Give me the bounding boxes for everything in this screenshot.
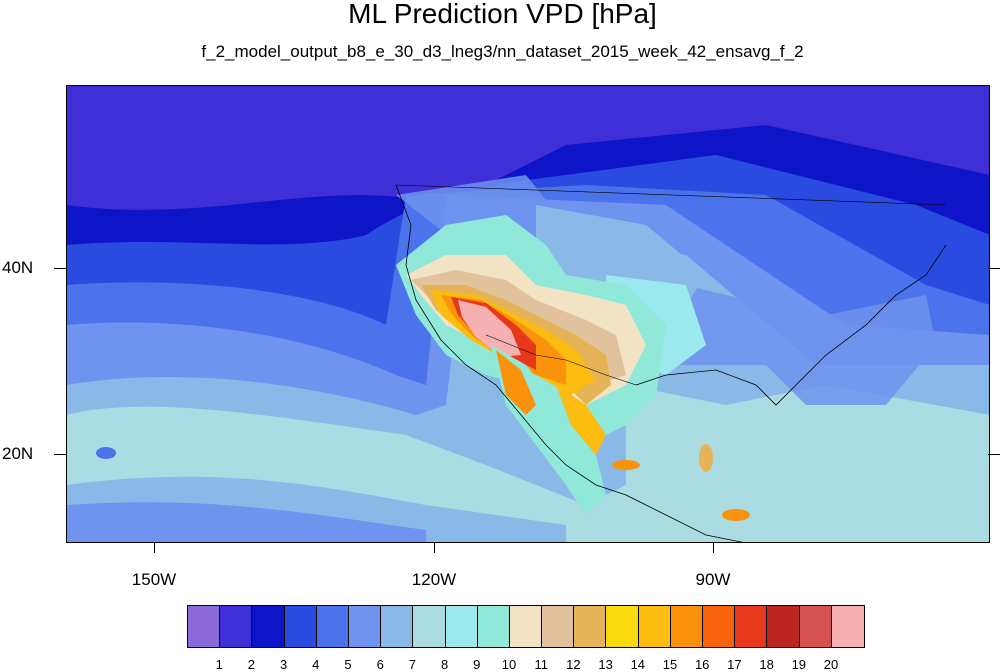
- colorbar-swatch: [509, 606, 543, 647]
- colorbar-label: 14: [630, 657, 646, 672]
- colorbar-label: 9: [473, 657, 481, 672]
- colorbar-swatch: [381, 606, 414, 647]
- field-cuba: [699, 444, 713, 472]
- colorbar-swatch: [316, 606, 349, 647]
- colorbar-swatch: [477, 606, 510, 647]
- tick-120w: [434, 543, 435, 553]
- tick-20n-right: [988, 454, 1000, 455]
- vpd-map: [66, 85, 990, 543]
- colorbar-label: 8: [440, 657, 449, 672]
- colorbar-label: 16: [694, 657, 710, 672]
- colorbar-swatch: [831, 606, 864, 647]
- map-title: ML Prediction VPD [hPa]: [348, 0, 657, 29]
- colorbar-swatch: [348, 606, 382, 647]
- map-subtitle: f_2_model_output_b8_e_30_d3_lneg3/nn_dat…: [201, 42, 804, 61]
- colorbar-swatch: [799, 606, 832, 647]
- us-mexico-border: [485, 334, 637, 386]
- lat-label-20n: 20N: [2, 444, 34, 463]
- vpd-field: [66, 85, 990, 543]
- band-south-2: [66, 502, 426, 543]
- colorbar-label: 15: [662, 657, 678, 672]
- colorbar: [187, 605, 865, 648]
- colorbar-swatch: [220, 606, 253, 647]
- field-npac: [66, 85, 386, 185]
- colorbar-label: 10: [501, 657, 517, 672]
- colorbar-label: 18: [759, 657, 774, 672]
- colorbar-swatch: [638, 606, 671, 647]
- colorbar-label: 1: [215, 657, 223, 672]
- coastline-west: [395, 184, 747, 543]
- colorbar-swatch: [735, 606, 768, 647]
- colorbar-label: 3: [279, 657, 288, 672]
- colorbar-label: 12: [566, 657, 581, 672]
- colorbar-swatch: [445, 606, 478, 647]
- colorbar-swatch: [413, 606, 446, 647]
- field-baja: [496, 350, 536, 415]
- field-yucatan: [612, 460, 640, 470]
- colorbar-swatch: [542, 606, 575, 647]
- colorbar-swatch: [606, 606, 639, 647]
- colorbar-swatch: [767, 606, 800, 647]
- colorbar-swatch: [670, 606, 703, 647]
- colorbar-label: 6: [376, 657, 384, 672]
- lat-label-40n: 40N: [2, 258, 34, 277]
- colorbar-swatch: [574, 606, 607, 647]
- colorbar-label: 13: [598, 657, 613, 672]
- lon-label-90w: 90W: [695, 570, 731, 589]
- tick-40n-left: [54, 268, 66, 269]
- colorbar-swatch: [703, 606, 736, 647]
- tick-150w: [154, 543, 155, 553]
- field-mex-dry: [556, 385, 606, 455]
- colorbar-label: 4: [312, 657, 320, 672]
- colorbar-label: 17: [727, 657, 742, 672]
- colorbar-label: 11: [534, 657, 548, 672]
- lon-label-120w: 120W: [411, 570, 457, 589]
- lon-label-150w: 150W: [131, 570, 177, 589]
- tick-20n-left: [54, 454, 66, 455]
- colorbar-label: 7: [408, 657, 416, 672]
- colorbar-swatch: [284, 606, 317, 647]
- colorbar-label: 20: [823, 657, 839, 672]
- tick-40n-right: [988, 268, 1000, 269]
- field-hawaii: [96, 447, 116, 459]
- colorbar-label: 5: [344, 657, 352, 672]
- colorbar-label: 19: [791, 657, 807, 672]
- us-canada-border: [395, 184, 947, 206]
- colorbar-swatch: [188, 606, 221, 647]
- tick-90w: [713, 543, 714, 553]
- field-central-am: [722, 509, 750, 521]
- colorbar-swatch: [252, 606, 285, 647]
- colorbar-label: 2: [247, 657, 255, 672]
- coastline-gulf-east: [635, 244, 947, 406]
